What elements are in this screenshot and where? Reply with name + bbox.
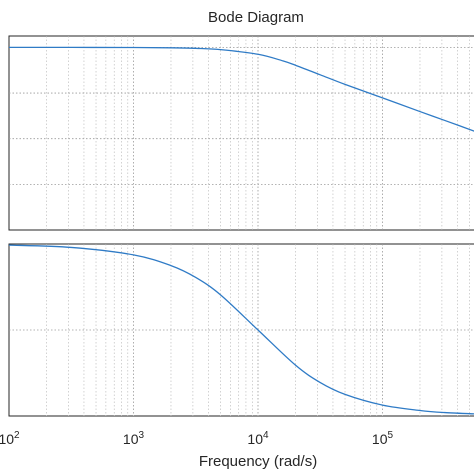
magnitude-axes-box — [8, 35, 474, 231]
x-tick-label: 102 — [0, 430, 20, 447]
chart-title: Bode Diagram — [208, 9, 304, 26]
phase-panel — [8, 243, 474, 417]
x-axis-label: Frequency (rad/s) — [199, 453, 317, 470]
x-tick-label: 103 — [123, 430, 145, 447]
magnitude-grid — [9, 36, 474, 230]
x-tick-label: 105 — [372, 430, 394, 447]
x-tick-labels: 102 103 104 105 — [0, 430, 394, 447]
magnitude-series-line — [8, 46, 474, 132]
phase-series-line — [8, 244, 474, 415]
x-tick-label: 104 — [247, 430, 269, 447]
phase-grid — [9, 244, 474, 416]
magnitude-panel — [8, 35, 474, 231]
